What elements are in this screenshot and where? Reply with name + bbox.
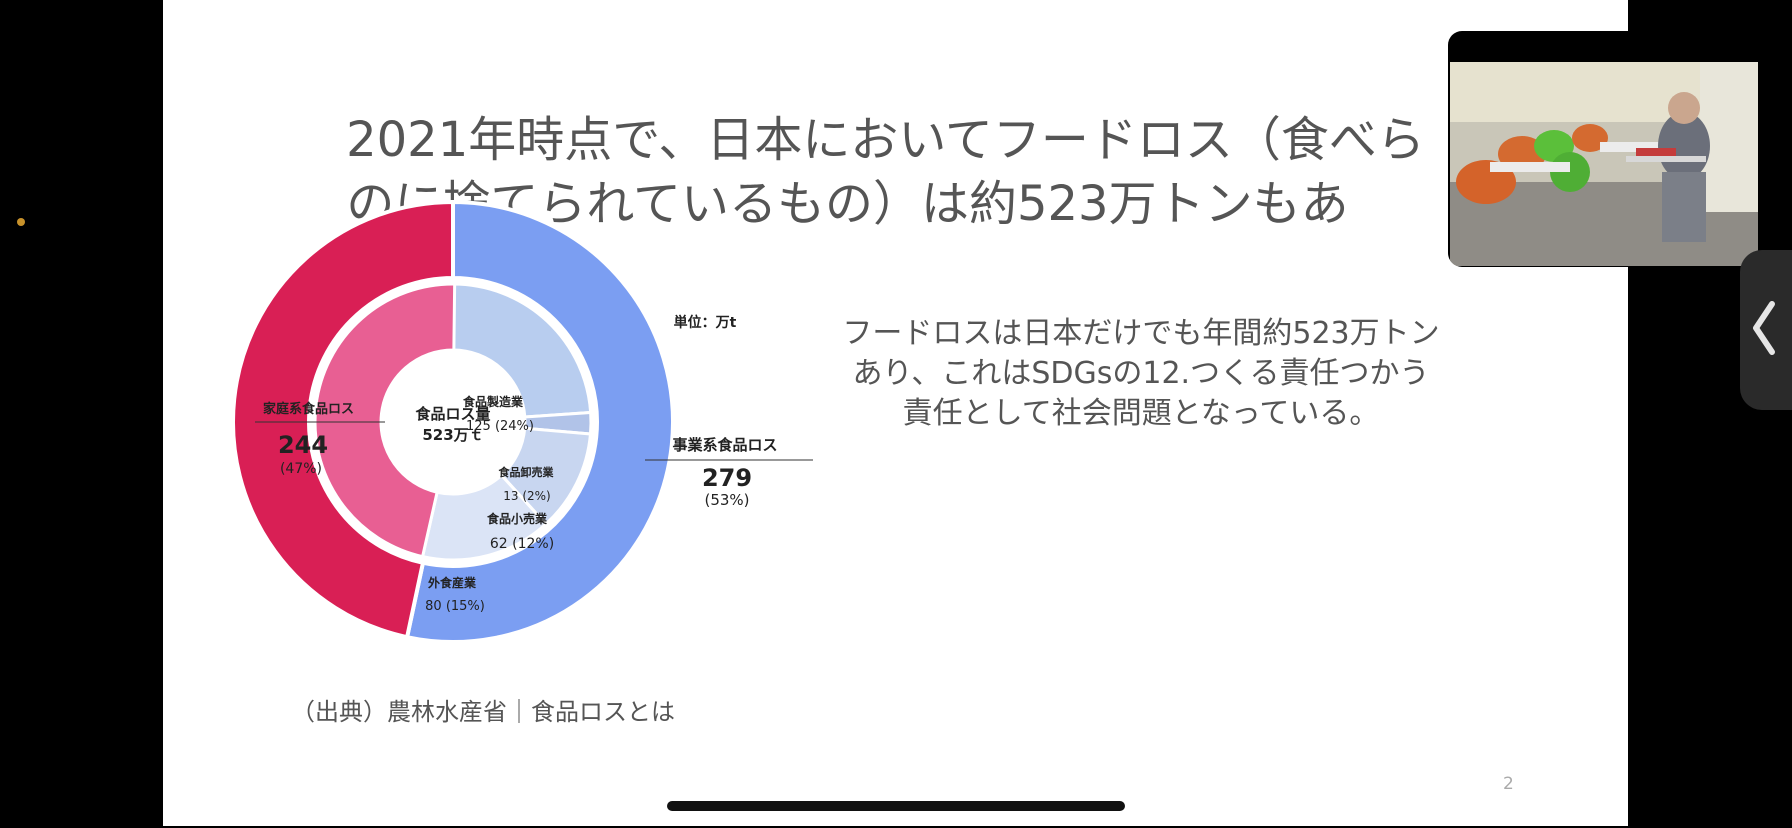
label-retail-name: 食品小売業 bbox=[486, 511, 548, 526]
label-restaurant-name: 外食産業 bbox=[428, 575, 477, 590]
center-value: 523万ｔ bbox=[422, 426, 483, 444]
source-citation: （出典）農林水産省｜食品ロスとは bbox=[291, 698, 675, 726]
slide-title: 2021年時点で、日本においてフードロス（食べら のに捨てられているもの）は約5… bbox=[163, 108, 1628, 236]
label-manufacturing-value: 125 (24%) bbox=[466, 419, 534, 434]
slide-body-text: フードロスは日本だけでも年間約523万トン あり、これはSDGsの12.つくる責… bbox=[831, 314, 1451, 434]
label-household-pct: (47%) bbox=[280, 461, 322, 477]
unit-label: 単位：万t bbox=[674, 314, 737, 331]
chart-labels: 食品ロス量 523万ｔ 単位：万t 食品製造業 125 (24%) 食品卸売業 13 (2%… bbox=[255, 314, 813, 614]
label-wholesale-value: 13 (2%) bbox=[503, 489, 550, 503]
body-line-3: 責任として社会問題となっている。 bbox=[902, 396, 1380, 431]
inner-slice-household bbox=[313, 282, 457, 559]
chevron-left-icon bbox=[1753, 301, 1775, 355]
label-business-value: 279 bbox=[702, 464, 752, 492]
status-dot bbox=[17, 218, 25, 226]
label-business-pct: (53%) bbox=[704, 491, 749, 509]
home-indicator[interactable] bbox=[667, 801, 1125, 811]
slide-title-line-1: 2021年時点で、日本においてフードロス（食べら bbox=[346, 112, 1425, 168]
body-line-1: フードロスは日本だけでも年間約523万トン bbox=[842, 316, 1440, 351]
food-loss-donut-chart: 食品ロス量 523万ｔ 単位：万t 食品製造業 125 (24%) 食品卸売業 13 (2%… bbox=[231, 199, 813, 644]
outer-slice-household bbox=[231, 199, 455, 640]
label-household-name: 家庭系食品ロス bbox=[263, 401, 354, 417]
body-line-2: あり、これはSDGsの12.つくる責任つかう bbox=[852, 356, 1430, 391]
page-number: 2 bbox=[1503, 774, 1514, 794]
label-manufacturing-name: 食品製造業 bbox=[462, 394, 524, 409]
label-retail-value: 62 (12%) bbox=[490, 536, 554, 552]
center-label: 食品ロス量 bbox=[415, 405, 490, 423]
inner-slice-manufacturing bbox=[451, 282, 593, 419]
donut-rings bbox=[231, 199, 675, 644]
label-business-name: 事業系食品ロス bbox=[672, 436, 777, 454]
participant-video-tile[interactable] bbox=[1448, 31, 1758, 267]
presentation-slide: 2021年時点で、日本においてフードロス（食べら のに捨てられているもの）は約5… bbox=[163, 0, 1628, 826]
side-panel-handle[interactable] bbox=[1740, 250, 1792, 410]
outer-slice-business bbox=[404, 199, 675, 644]
label-household-value: 244 bbox=[278, 431, 328, 459]
label-restaurant-value: 80 (15%) bbox=[425, 599, 485, 614]
label-wholesale-name: 食品卸売業 bbox=[499, 465, 555, 479]
slide-title-line-2: のに捨てられているもの）は約523万トンもあ bbox=[346, 176, 1349, 232]
participant-video-icon bbox=[1450, 62, 1758, 266]
